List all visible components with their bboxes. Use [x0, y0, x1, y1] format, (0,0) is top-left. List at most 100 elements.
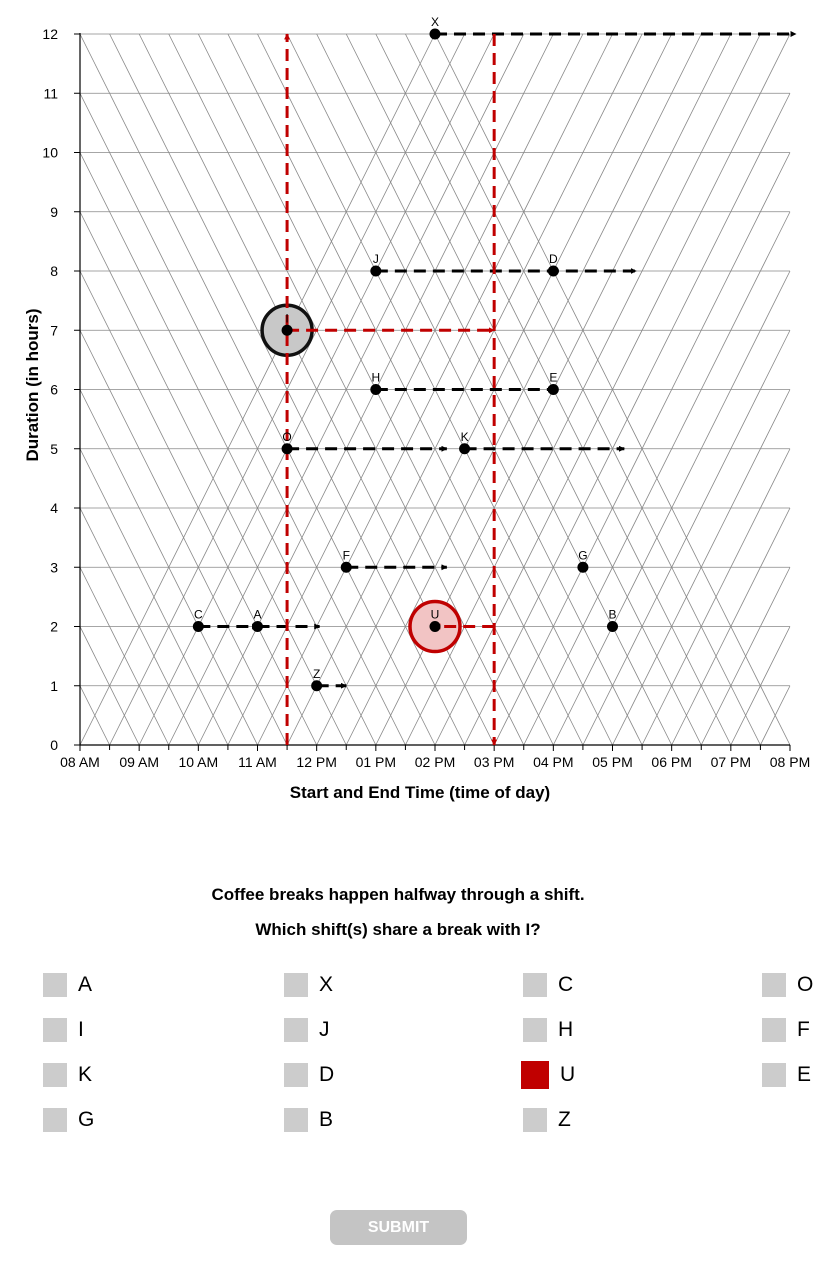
x-tick-label: 11 AM [238, 754, 277, 770]
shift-point-label: E [549, 371, 557, 385]
y-tick-label: 3 [50, 559, 58, 575]
shift-point-f[interactable] [340, 561, 352, 573]
option-i[interactable]: I [43, 1016, 84, 1044]
y-tick-label: 10 [42, 145, 58, 161]
shift-point-j[interactable] [370, 265, 382, 277]
shift-point-label: J [373, 252, 379, 266]
shift-point-h[interactable] [370, 384, 382, 395]
option-label: J [319, 1018, 330, 1041]
option-checkbox[interactable] [43, 1063, 67, 1087]
option-checkbox[interactable] [523, 1018, 547, 1042]
option-label: D [319, 1063, 335, 1086]
option-checkbox[interactable] [284, 1018, 308, 1042]
option-j[interactable]: J [284, 1016, 330, 1044]
x-tick-label: 01 PM [356, 754, 396, 770]
gridline-diagonal [79, 448, 229, 746]
gridline-diagonal [286, 33, 643, 746]
shift-point-label: K [461, 430, 469, 444]
x-tick-label: 06 PM [651, 754, 691, 770]
option-x[interactable]: X [284, 971, 333, 999]
option-label: U [560, 1063, 576, 1086]
y-tick-label: 1 [50, 678, 58, 694]
shift-point-a[interactable] [252, 621, 264, 632]
shift-point-b[interactable] [607, 621, 619, 632]
option-checkbox[interactable] [43, 1108, 67, 1132]
option-c[interactable]: C [523, 971, 573, 999]
option-checkbox[interactable] [762, 1018, 786, 1042]
option-o[interactable]: O [762, 971, 813, 999]
option-checkbox[interactable] [43, 973, 67, 997]
option-checkbox[interactable] [284, 1108, 308, 1132]
x-tick-label: 03 PM [474, 754, 514, 770]
shift-point-i[interactable] [281, 324, 293, 336]
shift-point-label: O [282, 430, 291, 444]
option-b[interactable]: B [284, 1106, 333, 1134]
gridline-diagonal [79, 389, 258, 746]
shift-point-z[interactable] [311, 680, 323, 692]
shift-point-x[interactable] [429, 28, 441, 40]
y-tick-label: 12 [42, 26, 58, 42]
x-axis-title: Start and End Time (time of day) [290, 783, 550, 802]
shift-point-label: B [608, 608, 616, 622]
shift-point-label: Z [313, 667, 320, 681]
shift-point-label: I [285, 311, 288, 325]
option-f[interactable]: F [762, 1016, 810, 1044]
option-a[interactable]: A [43, 971, 92, 999]
x-tick-label: 08 PM [770, 754, 810, 770]
option-d[interactable]: D [284, 1061, 334, 1089]
y-tick-label: 8 [50, 263, 58, 279]
option-checkbox[interactable] [523, 973, 547, 997]
option-label: C [558, 973, 574, 996]
gridline-diagonal [79, 93, 406, 746]
shift-point-e[interactable] [547, 384, 559, 395]
shift-point-g[interactable] [577, 561, 589, 573]
shift-point-label: A [253, 608, 261, 622]
option-checkbox[interactable] [762, 1063, 786, 1087]
x-tick-label: 05 PM [592, 754, 632, 770]
option-checkbox[interactable] [521, 1061, 549, 1089]
y-tick-label: 11 [43, 85, 58, 101]
gridline-diagonal [79, 626, 140, 746]
option-e[interactable]: E [762, 1061, 811, 1089]
submit-button[interactable]: SUBMIT [330, 1210, 467, 1245]
y-axis-title: Duration (in hours) [23, 309, 42, 462]
option-checkbox[interactable] [523, 1108, 547, 1132]
gridline-diagonal [79, 567, 170, 746]
gridline-diagonal [405, 33, 761, 746]
option-h[interactable]: H [523, 1016, 573, 1044]
shift-point-k[interactable] [459, 443, 471, 455]
shift-point-o[interactable] [281, 443, 293, 455]
gridline-diagonal [79, 152, 377, 746]
option-checkbox[interactable] [284, 1063, 308, 1087]
option-u[interactable]: U [521, 1061, 575, 1089]
y-tick-label: 0 [50, 737, 58, 753]
gridline-diagonal [79, 330, 288, 746]
option-label: K [78, 1063, 93, 1086]
option-checkbox[interactable] [284, 973, 308, 997]
shift-point-u[interactable] [429, 621, 441, 632]
option-label: X [319, 973, 334, 996]
option-label: H [558, 1018, 574, 1041]
option-label: E [797, 1063, 812, 1086]
option-label: I [78, 1018, 84, 1041]
shift-point-d[interactable] [547, 265, 559, 277]
x-tick-label: 04 PM [533, 754, 573, 770]
option-label: O [797, 973, 814, 996]
x-tick-label: 08 AM [60, 754, 100, 770]
option-k[interactable]: K [43, 1061, 92, 1089]
option-checkbox[interactable] [43, 1018, 67, 1042]
option-z[interactable]: Z [523, 1106, 571, 1134]
shift-dots: X J D I H E O K F G C A U B Z [192, 15, 619, 692]
gridline-diagonal [79, 211, 347, 746]
shift-point-label: H [371, 371, 380, 385]
y-tick-label: 5 [50, 441, 58, 457]
shift-point-label: X [431, 15, 439, 29]
shift-point-label: U [431, 608, 440, 622]
option-checkbox[interactable] [762, 973, 786, 997]
shift-point-c[interactable] [192, 621, 204, 632]
option-g[interactable]: G [43, 1106, 94, 1134]
x-tick-label: 07 PM [711, 754, 751, 770]
option-label: A [78, 973, 93, 996]
